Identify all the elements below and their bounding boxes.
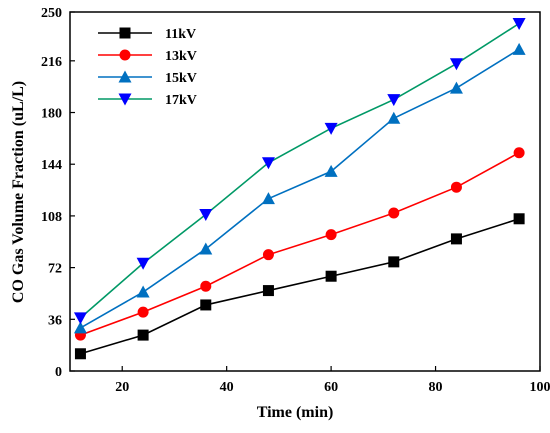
data-point xyxy=(451,182,462,193)
x-tick-label: 60 xyxy=(324,380,338,395)
legend-marker xyxy=(120,50,131,61)
data-point xyxy=(199,242,212,254)
y-tick-label: 144 xyxy=(41,158,62,173)
series-line xyxy=(80,23,519,317)
data-point xyxy=(388,208,399,219)
y-tick-label: 216 xyxy=(41,55,62,70)
legend-marker xyxy=(120,28,131,39)
x-tick-label: 20 xyxy=(115,380,129,395)
data-point xyxy=(326,229,337,240)
data-point xyxy=(450,82,463,94)
data-point xyxy=(325,123,338,135)
y-axis-label: CO Gas Volume Fraction (uL/L) xyxy=(10,81,27,303)
data-point xyxy=(75,348,86,359)
plot-frame xyxy=(70,12,540,371)
y-tick-label: 180 xyxy=(41,107,62,122)
legend-label: 17kV xyxy=(165,93,197,108)
data-point xyxy=(262,192,275,204)
data-point xyxy=(513,18,526,30)
data-point xyxy=(514,213,525,224)
y-tick-label: 36 xyxy=(48,313,62,328)
series-17kV xyxy=(74,18,526,324)
data-point xyxy=(137,286,150,298)
legend-label: 13kV xyxy=(165,49,197,64)
data-point xyxy=(138,330,149,341)
legend: 11kV 13kV 15kV 17kV xyxy=(98,27,197,108)
series-layer xyxy=(74,18,526,359)
data-point xyxy=(387,94,400,106)
data-point xyxy=(138,307,149,318)
legend-label: 15kV xyxy=(165,71,197,86)
data-point xyxy=(513,43,526,55)
y-tick-label: 72 xyxy=(48,262,62,277)
y-tick-label: 108 xyxy=(41,210,62,225)
data-point xyxy=(326,271,337,282)
data-point xyxy=(263,285,274,296)
data-point xyxy=(387,112,400,124)
x-tick-label: 80 xyxy=(429,380,443,395)
data-point xyxy=(514,147,525,158)
data-point xyxy=(450,58,463,70)
legend-label: 11kV xyxy=(165,27,196,42)
data-point xyxy=(200,281,211,292)
data-point xyxy=(388,256,399,267)
data-point xyxy=(200,299,211,310)
y-tick-label: 250 xyxy=(41,6,62,21)
y-tick-label: 0 xyxy=(55,365,62,380)
data-point xyxy=(199,209,212,221)
series-11kV xyxy=(75,213,525,359)
x-axis-label: Time (min) xyxy=(257,404,334,421)
data-point xyxy=(451,233,462,244)
data-point xyxy=(263,249,274,260)
x-tick-label: 40 xyxy=(220,380,234,395)
data-point xyxy=(74,312,87,324)
x-tick-label: 100 xyxy=(530,380,550,395)
